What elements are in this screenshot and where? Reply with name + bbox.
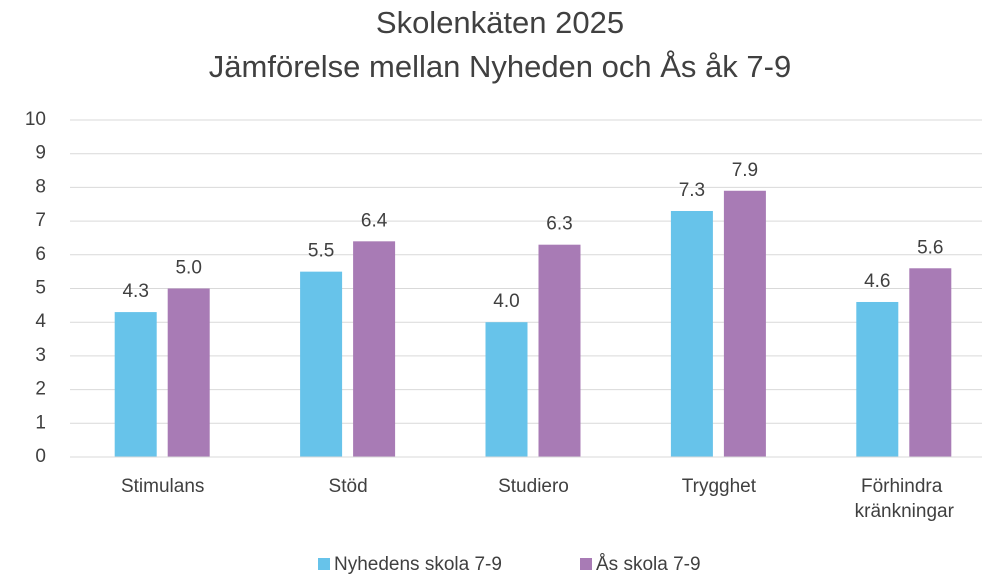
chart-title: Skolenkäten 2025: [376, 5, 624, 40]
x-tick-label: Stöd: [329, 476, 368, 497]
y-tick-label: 6: [35, 244, 46, 265]
x-tick-label: Studiero: [498, 476, 569, 497]
legend-label: Ås skola 7-9: [596, 554, 701, 575]
y-tick-label: 4: [35, 311, 46, 332]
bar: [723, 190, 766, 457]
bar: [114, 312, 157, 457]
x-tick-label: Trygghet: [682, 476, 757, 497]
data-label: 7.3: [679, 180, 705, 201]
data-label: 5.5: [308, 241, 334, 262]
chart-subtitle: Jämförelse mellan Nyheden och Ås åk 7-9: [209, 49, 791, 84]
y-tick-label: 2: [35, 379, 46, 400]
legend-label: Nyhedens skola 7-9: [334, 554, 502, 575]
y-tick-label: 5: [35, 278, 46, 299]
data-label: 6.3: [546, 214, 572, 235]
data-label: 5.0: [175, 258, 201, 279]
bar: [300, 271, 343, 457]
data-label: 6.4: [361, 210, 388, 231]
y-tick-label: 9: [35, 143, 46, 164]
bar: [538, 244, 581, 457]
bar: [485, 322, 528, 457]
bar: [856, 301, 899, 457]
data-label: 7.9: [732, 160, 758, 181]
data-label: 5.6: [917, 237, 943, 258]
data-label: 4.3: [122, 281, 148, 302]
bar: [909, 268, 952, 457]
y-tick-label: 10: [25, 109, 46, 130]
bar: [670, 210, 713, 457]
y-tick-label: 0: [35, 446, 46, 467]
y-tick-label: 3: [35, 345, 46, 366]
y-tick-label: 1: [35, 412, 46, 433]
x-tick-label: Stimulans: [121, 476, 204, 497]
x-tick-label: Förhindra kränkningar: [855, 476, 955, 522]
data-label: 4.0: [493, 291, 519, 312]
legend-swatch: [318, 558, 330, 570]
legend-swatch: [580, 558, 592, 570]
bar: [167, 288, 210, 457]
y-tick-label: 7: [35, 210, 46, 231]
data-label: 4.6: [864, 271, 890, 292]
y-tick-label: 8: [35, 176, 46, 197]
bar: [353, 241, 396, 457]
